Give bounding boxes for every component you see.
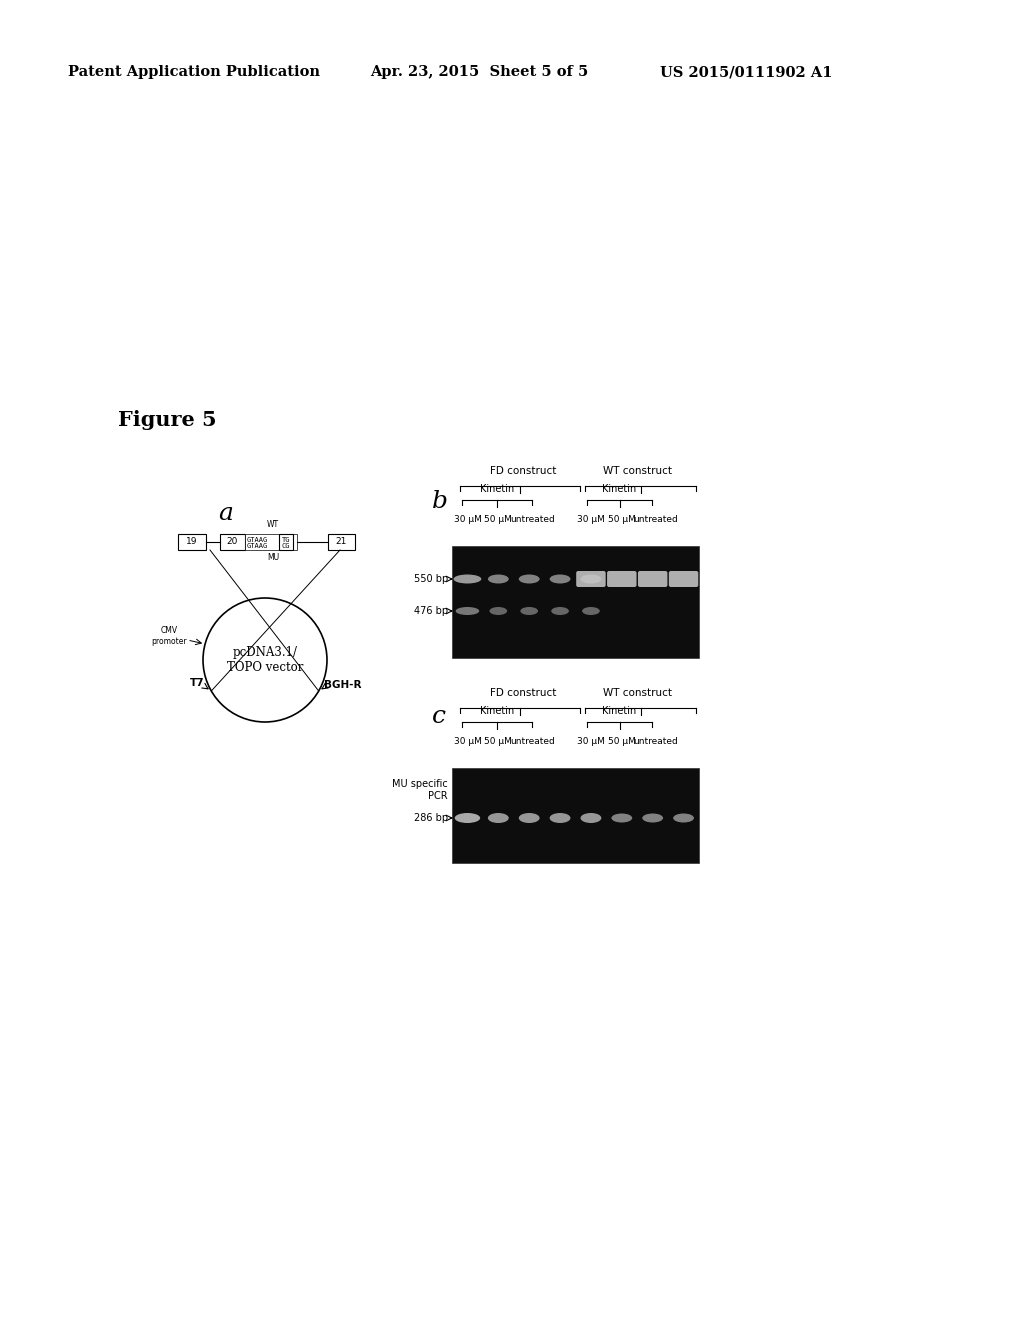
Text: 21: 21 [336, 537, 347, 546]
Ellipse shape [520, 607, 538, 615]
Text: CMV
promoter: CMV promoter [152, 626, 187, 645]
Text: TG: TG [282, 536, 290, 543]
Text: 550 bp: 550 bp [414, 574, 449, 583]
Text: 19: 19 [186, 537, 198, 546]
Ellipse shape [581, 813, 601, 822]
Text: BGH-R: BGH-R [324, 680, 361, 690]
Text: 286 bp: 286 bp [414, 813, 449, 822]
Text: US 2015/0111902 A1: US 2015/0111902 A1 [660, 65, 833, 79]
Text: 30 μM: 30 μM [454, 737, 481, 746]
Ellipse shape [581, 574, 601, 583]
FancyBboxPatch shape [607, 572, 637, 587]
Bar [220, 535, 245, 550]
Text: FD construct: FD construct [490, 466, 557, 477]
Text: WT construct: WT construct [603, 466, 672, 477]
Text: MU specific
PCR: MU specific PCR [392, 779, 449, 801]
Text: 30 μM: 30 μM [454, 515, 481, 524]
Text: T7: T7 [190, 678, 205, 688]
Text: Figure 5: Figure 5 [118, 411, 217, 430]
Text: 30 μM: 30 μM [577, 737, 605, 746]
Ellipse shape [519, 813, 540, 822]
Ellipse shape [642, 813, 664, 822]
Text: Kinetin: Kinetin [480, 484, 514, 494]
Text: untreated: untreated [633, 515, 678, 524]
Text: 50 μM: 50 μM [608, 737, 636, 746]
Text: pcDNA3.1/
TOPO vector: pcDNA3.1/ TOPO vector [226, 645, 303, 675]
Text: untreated: untreated [510, 737, 555, 746]
Text: 50 μM: 50 μM [484, 515, 512, 524]
Text: Kinetin: Kinetin [602, 484, 637, 494]
Text: Kinetin: Kinetin [602, 706, 637, 715]
Text: untreated: untreated [510, 515, 555, 524]
FancyBboxPatch shape [669, 572, 698, 587]
Ellipse shape [550, 574, 570, 583]
Text: GTAAG: GTAAG [247, 543, 268, 549]
Bar [452, 768, 699, 863]
Text: WT construct: WT construct [603, 688, 672, 698]
Text: 50 μM: 50 μM [484, 737, 512, 746]
Bar [178, 535, 206, 550]
Text: MU: MU [267, 553, 280, 562]
Text: 476 bp: 476 bp [414, 606, 449, 616]
Text: WT: WT [267, 520, 280, 529]
Ellipse shape [489, 607, 507, 615]
Text: c: c [432, 705, 446, 729]
Text: Apr. 23, 2015  Sheet 5 of 5: Apr. 23, 2015 Sheet 5 of 5 [370, 65, 588, 79]
Text: Kinetin: Kinetin [480, 706, 514, 715]
Ellipse shape [454, 574, 481, 583]
Ellipse shape [455, 813, 480, 822]
Text: 30 μM: 30 μM [577, 515, 605, 524]
Bar [245, 535, 297, 550]
Ellipse shape [456, 607, 479, 615]
Text: 20: 20 [226, 537, 239, 546]
FancyBboxPatch shape [638, 572, 668, 587]
Ellipse shape [519, 574, 540, 583]
Text: GTAAG: GTAAG [247, 536, 268, 543]
Bar [279, 535, 293, 550]
Text: untreated: untreated [633, 737, 678, 746]
Text: a: a [218, 502, 232, 525]
Ellipse shape [582, 607, 600, 615]
Ellipse shape [673, 813, 694, 822]
Ellipse shape [487, 813, 509, 822]
Bar [452, 546, 699, 657]
Text: Patent Application Publication: Patent Application Publication [68, 65, 319, 79]
Ellipse shape [550, 813, 570, 822]
Ellipse shape [487, 574, 509, 583]
FancyBboxPatch shape [577, 572, 605, 587]
Bar [328, 535, 355, 550]
Text: FD construct: FD construct [490, 688, 557, 698]
Text: CG: CG [282, 543, 290, 549]
Ellipse shape [611, 813, 632, 822]
Ellipse shape [551, 607, 569, 615]
Text: b: b [432, 490, 449, 513]
Text: 50 μM: 50 μM [608, 515, 636, 524]
